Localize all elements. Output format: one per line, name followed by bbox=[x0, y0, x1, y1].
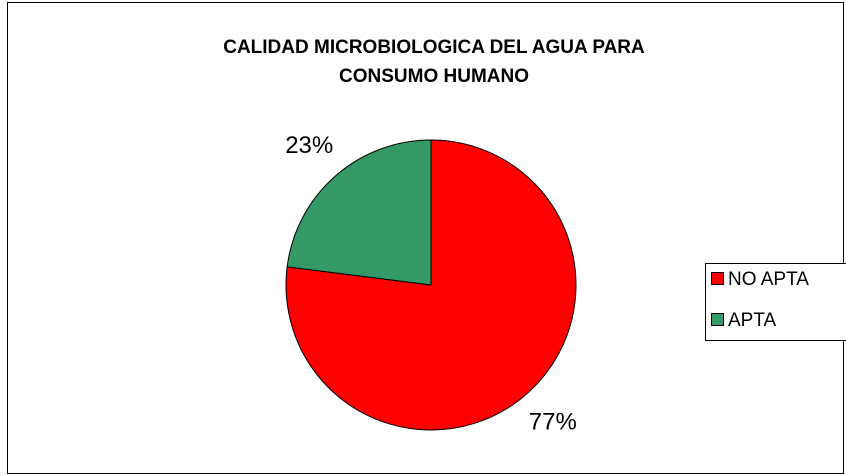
pie-slice bbox=[286, 139, 432, 286]
legend-label: APTA bbox=[728, 310, 777, 331]
legend-swatch bbox=[711, 272, 724, 285]
chart-title: CONSUMO HUMANO bbox=[339, 66, 529, 87]
legend-swatch bbox=[711, 313, 724, 326]
data-label: 77% bbox=[529, 408, 577, 435]
data-label: 23% bbox=[285, 132, 333, 159]
legend-box bbox=[705, 263, 846, 341]
chart-title: CALIDAD MICROBIOLOGICA DEL AGUA PARA bbox=[223, 37, 645, 58]
legend-label: NO APTA bbox=[728, 269, 809, 290]
pie-slice bbox=[285, 139, 577, 431]
